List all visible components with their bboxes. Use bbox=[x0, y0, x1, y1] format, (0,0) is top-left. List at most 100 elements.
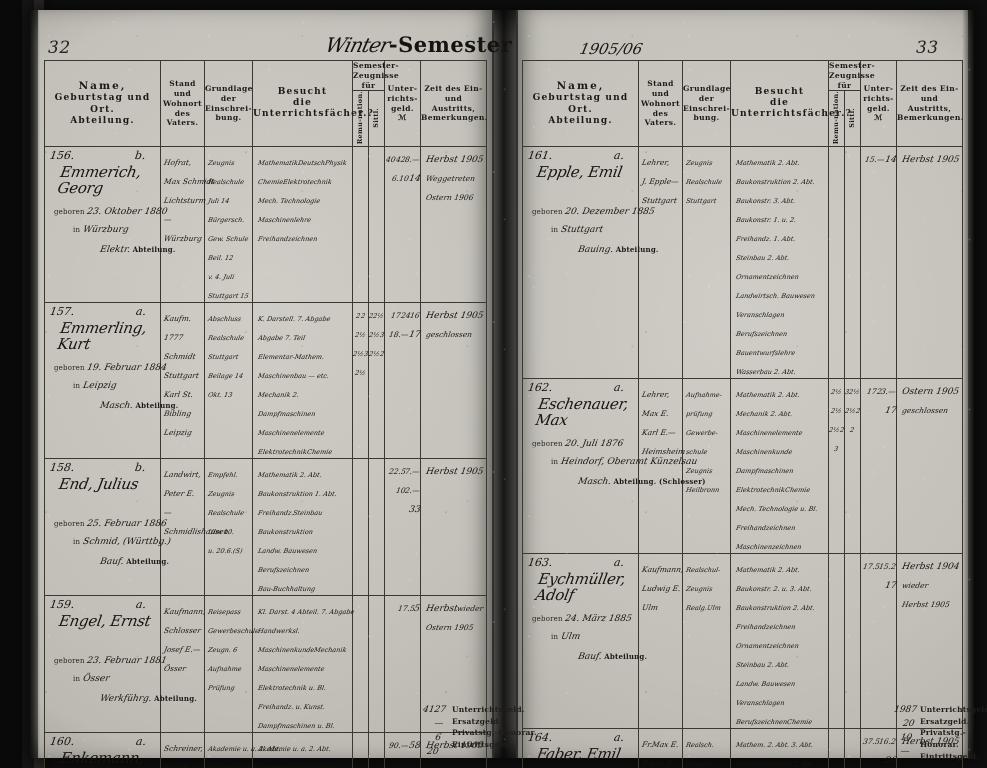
unterrichtsgeld-sum: 17 bbox=[883, 406, 898, 417]
header-name-line2-r: Geburtstag und Ort. bbox=[532, 93, 629, 115]
hw-line: 2 bbox=[849, 426, 856, 435]
hw-line: Landwirtsch. Bauwesen bbox=[735, 292, 816, 301]
header-zeit-line2-r: Austritts, bbox=[907, 103, 952, 113]
hw-line: — bbox=[670, 177, 680, 187]
hw-line: Heilbronn bbox=[685, 486, 721, 495]
row-number: 159. bbox=[49, 598, 76, 612]
cell-name: 156. b. Emmerich, Georg geboren 23. Oktober… bbox=[44, 146, 175, 304]
hw-line: Bürgersch. bbox=[207, 216, 246, 225]
birth-line: geboren 20. Dezember 1885 bbox=[532, 199, 656, 218]
place-line: in Würzburg bbox=[73, 217, 129, 236]
hw-line: Realschul- bbox=[685, 566, 722, 575]
hw-line: — bbox=[189, 763, 199, 768]
header-name-left: Name, Geburtstag und Ort. Abteilung. bbox=[44, 59, 161, 148]
header-grundlage-left: Grundlage der Einschrei- bung. bbox=[204, 59, 253, 148]
cell-stand: Fr.Max E.Faber E.—Esslingen bbox=[638, 728, 683, 768]
cell-zeugnis-b: 22½2½32½2 bbox=[368, 302, 385, 460]
hw-line: Mechanik 2. Abt. bbox=[735, 410, 794, 419]
birth-line: geboren 20. Juli 1876 bbox=[532, 431, 624, 450]
cell-subjects: Akademie u. a. 2. Abt.Baukonstr. 2. u. 3… bbox=[252, 732, 353, 768]
year-handwritten: 1905/06 bbox=[578, 40, 645, 58]
hw-line: 6.10 bbox=[391, 174, 410, 184]
hw-line: 2½ bbox=[830, 407, 843, 416]
cell-zeugnis-a bbox=[352, 458, 369, 597]
hw-line: 2½ bbox=[830, 388, 843, 397]
hw-line: Kaufmann, bbox=[641, 565, 685, 575]
place-line: in Schmid, (Württbg.) bbox=[73, 529, 172, 548]
hw-line: Max E. bbox=[641, 409, 670, 419]
folio-number-right: 33 bbox=[916, 38, 939, 58]
header-grundlage-right: Grundlage der Einschrei- bung. bbox=[682, 59, 731, 148]
cell-subjects: Mathematik 2. Abt. Baukonstruktion 1. Abt… bbox=[252, 458, 353, 597]
hw-line: Reisepass bbox=[207, 608, 242, 617]
hw-line: Landwirt, bbox=[163, 470, 202, 480]
row-letter: a. bbox=[135, 598, 147, 612]
born-label: geboren bbox=[532, 208, 566, 217]
hw-line: schule bbox=[685, 448, 709, 457]
entry-time: Herbst bbox=[425, 604, 459, 615]
hw-line: Mechanik bbox=[313, 646, 348, 655]
footer-label: Unterrichtsgeld. bbox=[920, 705, 987, 714]
header-zeugnisse-right: Semester- Zeugnisse für bbox=[828, 59, 875, 92]
hw-line: Aufnahme bbox=[207, 665, 243, 674]
cell-unterrichtsgeld: 17.515.217 bbox=[860, 553, 897, 730]
hw-line: Aufnahme- bbox=[685, 391, 723, 400]
cell-zeugnis-b bbox=[368, 146, 385, 304]
hw-line: Bau-Buchhaltung bbox=[257, 585, 316, 594]
header-zeit-line3: Bemerkungen. bbox=[421, 113, 488, 123]
hw-line: 2 bbox=[359, 312, 366, 321]
hw-line: Zeugnis bbox=[685, 760, 714, 768]
hw-line: Freihandzeichnen bbox=[257, 235, 319, 244]
header-besucht-right: Besucht die Unterrichtsfächer.? bbox=[730, 59, 851, 148]
cell-grundlage: Aufnahme-prüfung Gewerbe-schule Zeugnis Hei… bbox=[682, 378, 731, 555]
header-stand-line3-r: Wohnort bbox=[641, 98, 680, 108]
cell-grundlage: Abschluss Realschule Stuttgart Beilage 14 Ok… bbox=[204, 302, 253, 460]
hw-line: Zeugnis bbox=[207, 490, 236, 499]
hw-line: Maschinenkunde bbox=[257, 646, 316, 655]
header-grundlage-line4: bung. bbox=[215, 113, 242, 123]
footer-value: — bbox=[433, 718, 445, 729]
register-table-right: Name, Geburtstag und Ort. Abteilung. Sta… bbox=[522, 59, 963, 768]
born-label: geboren bbox=[54, 657, 88, 666]
header-stand-line1: Stand bbox=[169, 79, 196, 89]
hw-line: Stuttgart bbox=[207, 353, 240, 362]
header-name-line1: Name, bbox=[78, 80, 127, 93]
division-line: Bauf. Abteilung. bbox=[99, 549, 170, 568]
header-stand-line5-r: Vaters. bbox=[644, 118, 677, 128]
hw-line: Maschinenzeichnen bbox=[735, 543, 803, 552]
born-label: geboren bbox=[54, 364, 88, 373]
birth-place: Össer bbox=[81, 674, 110, 685]
hw-line: Chemie bbox=[784, 486, 811, 495]
birth-place: Ulm bbox=[559, 632, 581, 643]
row-letter: b. bbox=[134, 149, 147, 163]
footer-label: Privatstg.-Honorar. bbox=[920, 728, 966, 749]
hw-line: Physik bbox=[324, 159, 348, 168]
birth-line: geboren 25. Februar 1886 bbox=[54, 511, 168, 530]
cell-grundlage: Akademie u. a. 2. Abt.Baukonstr. 2. u. 3… bbox=[204, 732, 285, 768]
hw-line: Stuttgart bbox=[685, 197, 718, 206]
birth-place: Schmid, (Württbg.) bbox=[81, 537, 172, 548]
cell-zeugnis-b bbox=[844, 728, 861, 768]
hw-line: Maschinenelemente bbox=[257, 429, 326, 438]
header-stand-right: Stand und Wohnort des Vaters. bbox=[638, 59, 683, 148]
header-stand-line2: und bbox=[173, 89, 192, 99]
hw-line: Mathematik 2. Abt. bbox=[735, 391, 801, 400]
hw-line: Akademie u. a. 2. Abt. bbox=[257, 745, 332, 754]
division-label: Abteilung. bbox=[123, 557, 170, 567]
hw-line: 2½ bbox=[354, 331, 367, 340]
hw-line: Maschinenkunde bbox=[735, 448, 794, 457]
row-letter: a. bbox=[135, 305, 147, 319]
header-zeugnisse-line1: Semester- bbox=[353, 61, 400, 70]
hw-line: Josef E. bbox=[163, 645, 194, 655]
hw-line: Landw. Bauwesen bbox=[735, 680, 796, 689]
hw-line: Maschinenbau — etc. bbox=[257, 372, 330, 381]
footer-labels-right: Unterrichtsgeld. Ersatzgeld. Privatstg.-Ho… bbox=[920, 704, 987, 762]
row-letter: b. bbox=[134, 461, 147, 475]
hw-line: Mech. Technologie bbox=[257, 197, 321, 206]
hw-line: Realsch. bbox=[685, 741, 715, 750]
hw-line: Zeugnis bbox=[207, 159, 236, 168]
hw-line: 2 bbox=[839, 426, 845, 435]
student-name: Eschenauer, Max bbox=[534, 395, 630, 430]
hw-line: Beilage 14 bbox=[207, 372, 244, 381]
cell-stand: Kaufmann, Schlosser Josef E.— Össer bbox=[160, 595, 206, 734]
